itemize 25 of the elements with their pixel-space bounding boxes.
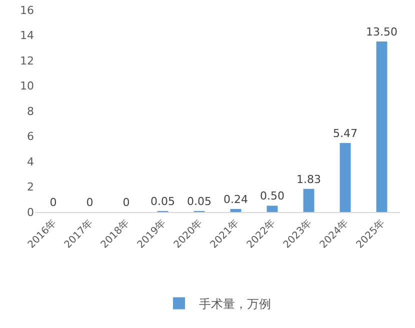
y-tick-label: 6 xyxy=(27,130,34,144)
data-label: 0 xyxy=(50,196,57,209)
y-tick-label: 0 xyxy=(27,206,34,219)
y-tick-label: 16 xyxy=(20,4,34,17)
y-tick-label: 12 xyxy=(20,54,34,68)
data-label: 0.05 xyxy=(150,195,176,208)
bar xyxy=(303,188,314,212)
y-tick-label: 14 xyxy=(20,29,34,42)
legend-label: 手术量，万例 xyxy=(199,296,271,311)
bar xyxy=(266,206,278,212)
bar xyxy=(340,142,351,212)
data-label: 0 xyxy=(122,196,130,209)
bar xyxy=(376,42,388,212)
data-label: 0.50 xyxy=(260,190,284,203)
data-label: 5.47 xyxy=(333,126,358,140)
bar xyxy=(230,208,242,212)
data-label: 13.50 xyxy=(366,26,398,39)
data-label: 1.83 xyxy=(296,172,321,186)
data-label: 0.05 xyxy=(187,195,212,208)
y-tick-label: 10 xyxy=(20,80,34,93)
data-label: 0.24 xyxy=(224,192,248,206)
y-tick-label: 2 xyxy=(27,180,34,194)
y-tick-label: 4 xyxy=(27,155,34,168)
y-tick-label: 8 xyxy=(27,104,34,118)
data-label: 0 xyxy=(86,196,94,209)
